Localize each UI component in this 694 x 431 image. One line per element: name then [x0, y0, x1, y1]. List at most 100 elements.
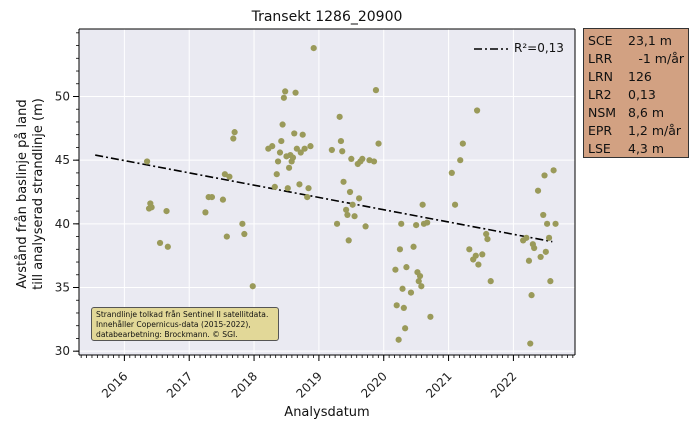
y-axis-title-line-1: Avstånd från baslinje på land — [15, 99, 30, 288]
legend-trend-swatch — [474, 48, 508, 50]
data-point — [484, 236, 491, 243]
stats-key: LR2 — [588, 87, 612, 102]
data-point — [402, 325, 409, 332]
data-point — [479, 251, 486, 258]
data-point — [372, 87, 380, 94]
x-tick-label: 2019 — [294, 369, 325, 400]
data-point — [550, 167, 557, 174]
data-point — [202, 209, 209, 216]
plot-area — [79, 29, 575, 355]
data-point — [273, 171, 280, 178]
data-point — [274, 158, 282, 165]
data-point — [289, 154, 297, 161]
data-point — [362, 223, 369, 230]
data-point — [359, 155, 366, 162]
data-point — [148, 204, 155, 211]
data-point — [395, 336, 402, 343]
data-point — [410, 243, 417, 250]
chart-title: Transekt 1286_20900 — [251, 9, 403, 25]
data-point — [340, 178, 347, 185]
data-point — [457, 157, 464, 164]
stats-value: 8,6 m — [628, 105, 665, 120]
data-point — [537, 253, 544, 261]
data-point — [305, 185, 312, 192]
data-point — [415, 278, 422, 285]
data-point — [416, 272, 424, 280]
stats-value: 126 — [628, 69, 652, 84]
data-point — [418, 283, 425, 290]
stats-row: EPR 1,2 m/år — [588, 122, 684, 140]
data-point — [339, 148, 346, 155]
data-point — [473, 107, 481, 114]
data-point — [271, 183, 278, 191]
data-point — [399, 285, 406, 292]
data-point — [534, 187, 542, 194]
data-point — [552, 220, 559, 227]
stats-key: LRR — [588, 51, 613, 66]
data-point — [370, 158, 378, 165]
data-point — [466, 246, 473, 253]
x-tick-label: 2021 — [423, 369, 454, 400]
data-point — [523, 234, 530, 241]
data-point — [544, 220, 551, 227]
data-point — [301, 145, 308, 152]
stats-box: SCE 23,1 m LRR -1 m/år LRN 126 LR2 0,13 NSM… — [583, 28, 689, 158]
stats-row: SCE 23,1 m — [588, 32, 684, 50]
grid — [79, 29, 575, 355]
data-point — [345, 237, 352, 244]
data-point — [328, 146, 335, 154]
data-point — [545, 234, 553, 241]
data-point — [276, 149, 284, 156]
y-tick-label: 40 — [55, 217, 70, 231]
stats-key: EPR — [588, 123, 613, 138]
data-point — [307, 143, 314, 150]
data-point — [279, 121, 286, 128]
data-point — [249, 283, 256, 290]
data-point — [278, 137, 285, 145]
data-point — [392, 266, 399, 273]
points-layer — [143, 45, 559, 347]
data-point — [299, 131, 306, 138]
data-point — [542, 248, 549, 255]
stats-key: LRN — [588, 69, 613, 84]
data-point — [297, 149, 304, 156]
trend-line — [95, 154, 553, 243]
data-point — [427, 313, 434, 320]
data-point — [296, 181, 303, 188]
legend-trend-label: R²=0,13 — [514, 41, 564, 55]
data-point — [282, 88, 289, 95]
data-point — [163, 208, 170, 215]
stats-key: NSM — [588, 105, 617, 120]
x-tick-label: 2016 — [99, 369, 130, 400]
stats-value: 0,13 — [628, 87, 656, 102]
stats-row: LRR -1 m/år — [588, 50, 684, 68]
attribution-line: databearbetning: Brockmann. © SGI. — [96, 330, 238, 339]
data-point — [343, 206, 350, 213]
data-point — [221, 171, 228, 178]
data-point — [451, 201, 459, 208]
data-point — [348, 155, 355, 162]
data-point — [351, 213, 358, 220]
data-point — [527, 340, 534, 347]
data-point — [269, 143, 276, 150]
data-point — [459, 140, 466, 147]
x-tick-label: 2017 — [164, 369, 195, 400]
legend: R²=0,13 — [470, 37, 566, 61]
data-point — [419, 201, 426, 208]
y-tick-label: 30 — [55, 344, 70, 358]
data-point — [407, 289, 415, 296]
data-point — [164, 243, 171, 250]
data-point — [487, 278, 494, 285]
data-point — [540, 211, 547, 219]
attribution-line: Innehåller Copernicus-data (2015-2022), — [96, 320, 251, 329]
data-point — [528, 292, 535, 299]
trend-layer — [95, 154, 553, 243]
data-point — [547, 278, 554, 285]
data-point — [349, 201, 356, 208]
data-point — [375, 140, 382, 147]
stats-row: LRN 126 — [588, 68, 684, 86]
data-point — [400, 304, 407, 311]
axes — [78, 28, 576, 356]
data-point — [208, 193, 216, 201]
data-point — [396, 246, 404, 253]
